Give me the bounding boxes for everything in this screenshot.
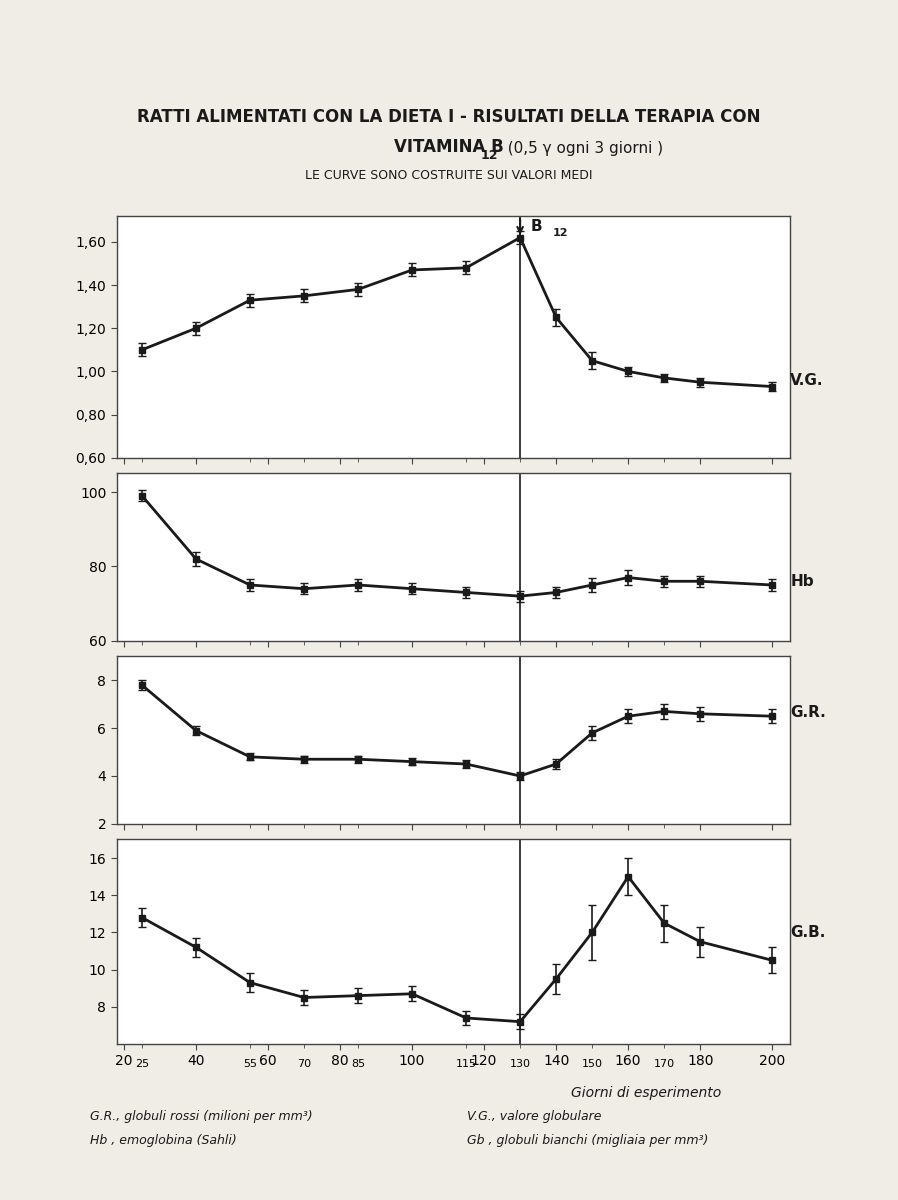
Text: 12: 12 — [552, 228, 568, 239]
Text: VITAMINA B: VITAMINA B — [394, 138, 504, 156]
Text: 70: 70 — [297, 1058, 311, 1069]
Text: RATTI ALIMENTATI CON LA DIETA I - RISULTATI DELLA TERAPIA CON: RATTI ALIMENTATI CON LA DIETA I - RISULT… — [137, 108, 761, 126]
Text: Gb , globuli bianchi (migliaia per mm³): Gb , globuli bianchi (migliaia per mm³) — [467, 1134, 709, 1147]
Text: Hb: Hb — [790, 574, 814, 589]
Text: G.B.: G.B. — [790, 925, 825, 940]
Text: 85: 85 — [351, 1058, 365, 1069]
Text: 130: 130 — [510, 1058, 531, 1069]
Text: Giorni di esperimento: Giorni di esperimento — [571, 1086, 722, 1100]
Text: 55: 55 — [243, 1058, 257, 1069]
Text: Hb , emoglobina (Sahli): Hb , emoglobina (Sahli) — [90, 1134, 236, 1147]
Text: V.G., valore globulare: V.G., valore globulare — [467, 1110, 602, 1123]
Text: B: B — [531, 220, 542, 234]
Text: V.G.: V.G. — [790, 372, 823, 388]
Text: (0,5 γ ogni 3 giorni ): (0,5 γ ogni 3 giorni ) — [498, 140, 664, 156]
Text: 150: 150 — [582, 1058, 603, 1069]
Text: G.R., globuli rossi (milioni per mm³): G.R., globuli rossi (milioni per mm³) — [90, 1110, 313, 1123]
Text: 115: 115 — [455, 1058, 477, 1069]
Text: LE CURVE SONO COSTRUITE SUI VALORI MEDI: LE CURVE SONO COSTRUITE SUI VALORI MEDI — [305, 169, 593, 182]
Text: 12: 12 — [480, 149, 497, 162]
Text: 170: 170 — [654, 1058, 674, 1069]
Text: G.R.: G.R. — [790, 706, 826, 720]
Text: 25: 25 — [135, 1058, 149, 1069]
